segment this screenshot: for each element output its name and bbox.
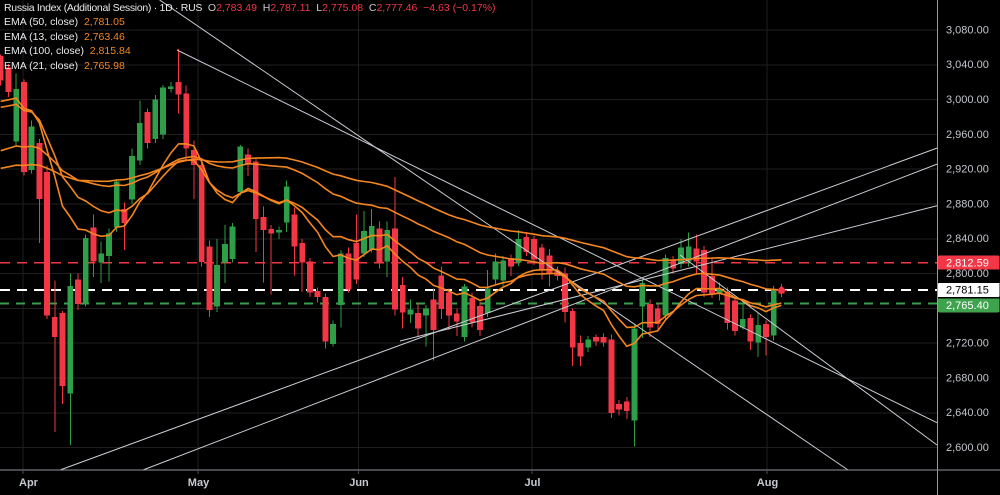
svg-text:2,680.00: 2,680.00 xyxy=(946,372,989,384)
svg-text:3,000.00: 3,000.00 xyxy=(946,94,989,106)
svg-text:2,880.00: 2,880.00 xyxy=(946,198,989,210)
svg-text:2,781.15: 2,781.15 xyxy=(946,285,989,297)
svg-text:Apr: Apr xyxy=(19,477,39,489)
svg-text:May: May xyxy=(188,477,210,489)
svg-text:2,960.00: 2,960.00 xyxy=(946,129,989,141)
svg-text:Aug: Aug xyxy=(757,477,778,489)
svg-text:2,840.00: 2,840.00 xyxy=(946,233,989,245)
svg-text:3,080.00: 3,080.00 xyxy=(946,24,989,36)
svg-text:2,800.00: 2,800.00 xyxy=(946,268,989,280)
svg-text:3,040.00: 3,040.00 xyxy=(946,59,989,71)
svg-text:2,720.00: 2,720.00 xyxy=(946,338,989,350)
svg-text:Jul: Jul xyxy=(525,477,541,489)
svg-text:2,812.59: 2,812.59 xyxy=(946,257,989,269)
svg-text:2,920.00: 2,920.00 xyxy=(946,164,989,176)
svg-text:2,640.00: 2,640.00 xyxy=(946,407,989,419)
svg-text:Jun: Jun xyxy=(349,477,369,489)
svg-text:2,600.00: 2,600.00 xyxy=(946,442,989,454)
svg-text:2,765.40: 2,765.40 xyxy=(946,300,989,312)
